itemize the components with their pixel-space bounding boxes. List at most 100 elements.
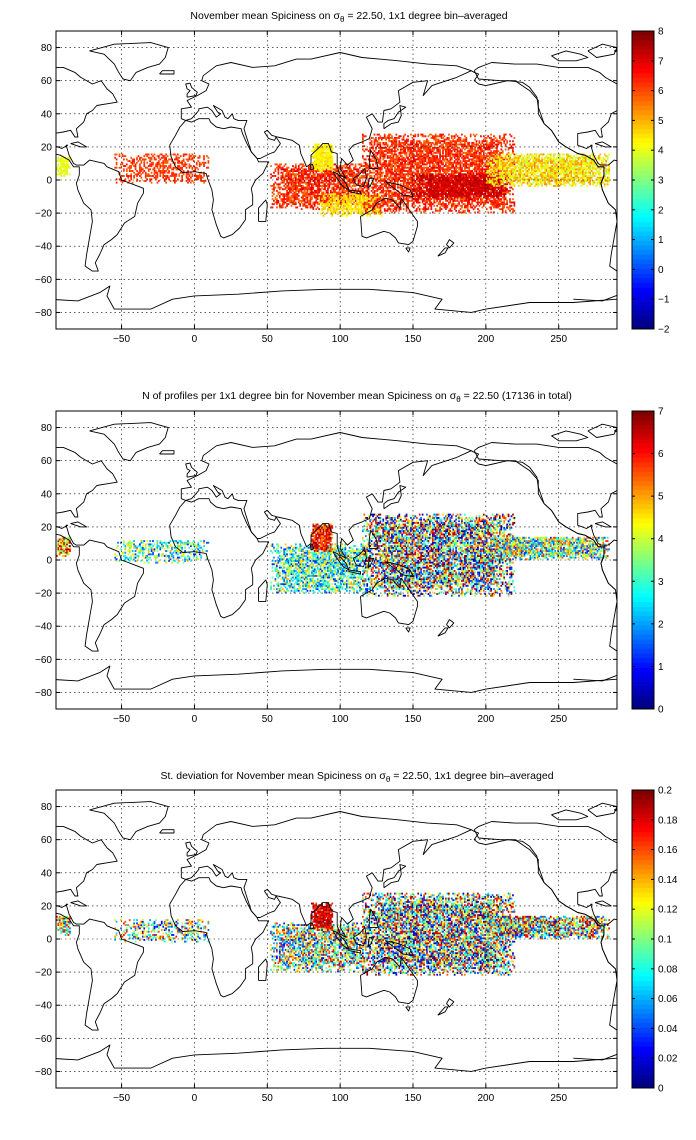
data-cell [338, 191, 341, 194]
data-cell [417, 148, 420, 151]
data-cell [401, 158, 404, 161]
data-cell [278, 194, 281, 197]
data-cell [399, 184, 402, 187]
data-cell [290, 188, 293, 191]
data-cell [388, 165, 390, 168]
data-cell [318, 208, 320, 211]
data-cell [436, 161, 439, 164]
data-cell [300, 173, 303, 176]
data-cell [328, 155, 331, 158]
data-cell [284, 206, 287, 209]
data-cell [195, 166, 198, 169]
data-cell [491, 176, 494, 179]
data-cell [166, 161, 169, 164]
data-cell [442, 203, 444, 206]
data-cell [359, 211, 361, 214]
data-cell [452, 203, 455, 206]
data-cell [386, 203, 389, 206]
data-cell [172, 175, 175, 177]
data-cell [356, 211, 358, 214]
data-cell [423, 163, 425, 166]
data-cell [293, 168, 296, 171]
data-cell [284, 178, 287, 181]
data-cell [343, 171, 345, 174]
data-cell [445, 165, 447, 168]
data-cell [292, 201, 294, 204]
data-cell [327, 148, 329, 151]
data-cell [327, 146, 329, 149]
data-cell [383, 194, 386, 197]
data-cell [155, 158, 157, 161]
data-cell [204, 180, 207, 182]
data-cell [289, 173, 291, 176]
data-cell [359, 191, 361, 194]
data-cell [455, 163, 457, 166]
data-cell [376, 194, 379, 197]
data-cell [294, 201, 297, 204]
data-cell [442, 166, 444, 169]
data-cell [322, 196, 325, 199]
data-cell [426, 168, 428, 171]
data-cell [168, 176, 170, 179]
data-cell [290, 180, 293, 182]
data-cell [356, 183, 358, 186]
data-cell [66, 163, 68, 166]
data-cell [353, 199, 355, 202]
data-cell [152, 168, 154, 171]
data-cell [389, 163, 392, 166]
data-cell [299, 181, 302, 184]
data-cell [405, 178, 408, 181]
data-cell [162, 166, 165, 169]
data-cell [405, 156, 408, 159]
data-cell [313, 170, 316, 172]
data-cell [338, 186, 341, 189]
data-cell [456, 146, 459, 149]
data-cell [405, 209, 408, 212]
data-cell [168, 170, 170, 172]
data-cell [168, 178, 170, 181]
data-cell [334, 180, 337, 182]
data-cell [429, 161, 431, 164]
data-cell [446, 136, 449, 139]
data-cell [315, 163, 318, 166]
data-cell [474, 198, 476, 201]
data-cell [461, 156, 463, 159]
data-cell [325, 166, 328, 169]
data-cell [174, 161, 176, 164]
data-cell [327, 191, 329, 194]
data-cell [325, 165, 328, 168]
data-cell [474, 170, 476, 172]
data-cell [391, 194, 393, 197]
data-cell [351, 194, 354, 197]
data-cell [350, 181, 353, 184]
data-cell [421, 199, 424, 202]
data-cell [458, 209, 460, 212]
data-cell [340, 199, 342, 202]
data-cell [362, 214, 364, 217]
data-cell [335, 183, 338, 186]
data-cell [188, 155, 191, 158]
data-cell [60, 173, 63, 176]
data-cell [440, 146, 443, 149]
data-cell [490, 189, 492, 192]
data-cell [171, 160, 173, 163]
data-cell [296, 168, 299, 171]
data-cell [442, 145, 444, 148]
data-cell [478, 170, 481, 172]
data-cell [399, 155, 402, 158]
data-cell [321, 204, 323, 207]
data-cell [462, 198, 465, 201]
data-cell [281, 173, 284, 176]
data-cell [423, 145, 425, 148]
data-cell [480, 158, 482, 161]
data-cell [433, 165, 436, 168]
data-cell [383, 153, 386, 156]
data-cell [162, 175, 165, 177]
data-cell [475, 153, 478, 156]
data-cell [337, 171, 339, 174]
data-cell [405, 153, 408, 156]
data-cell [357, 168, 360, 171]
data-cell [185, 180, 188, 182]
data-cell [437, 151, 440, 154]
data-cell [315, 145, 318, 148]
